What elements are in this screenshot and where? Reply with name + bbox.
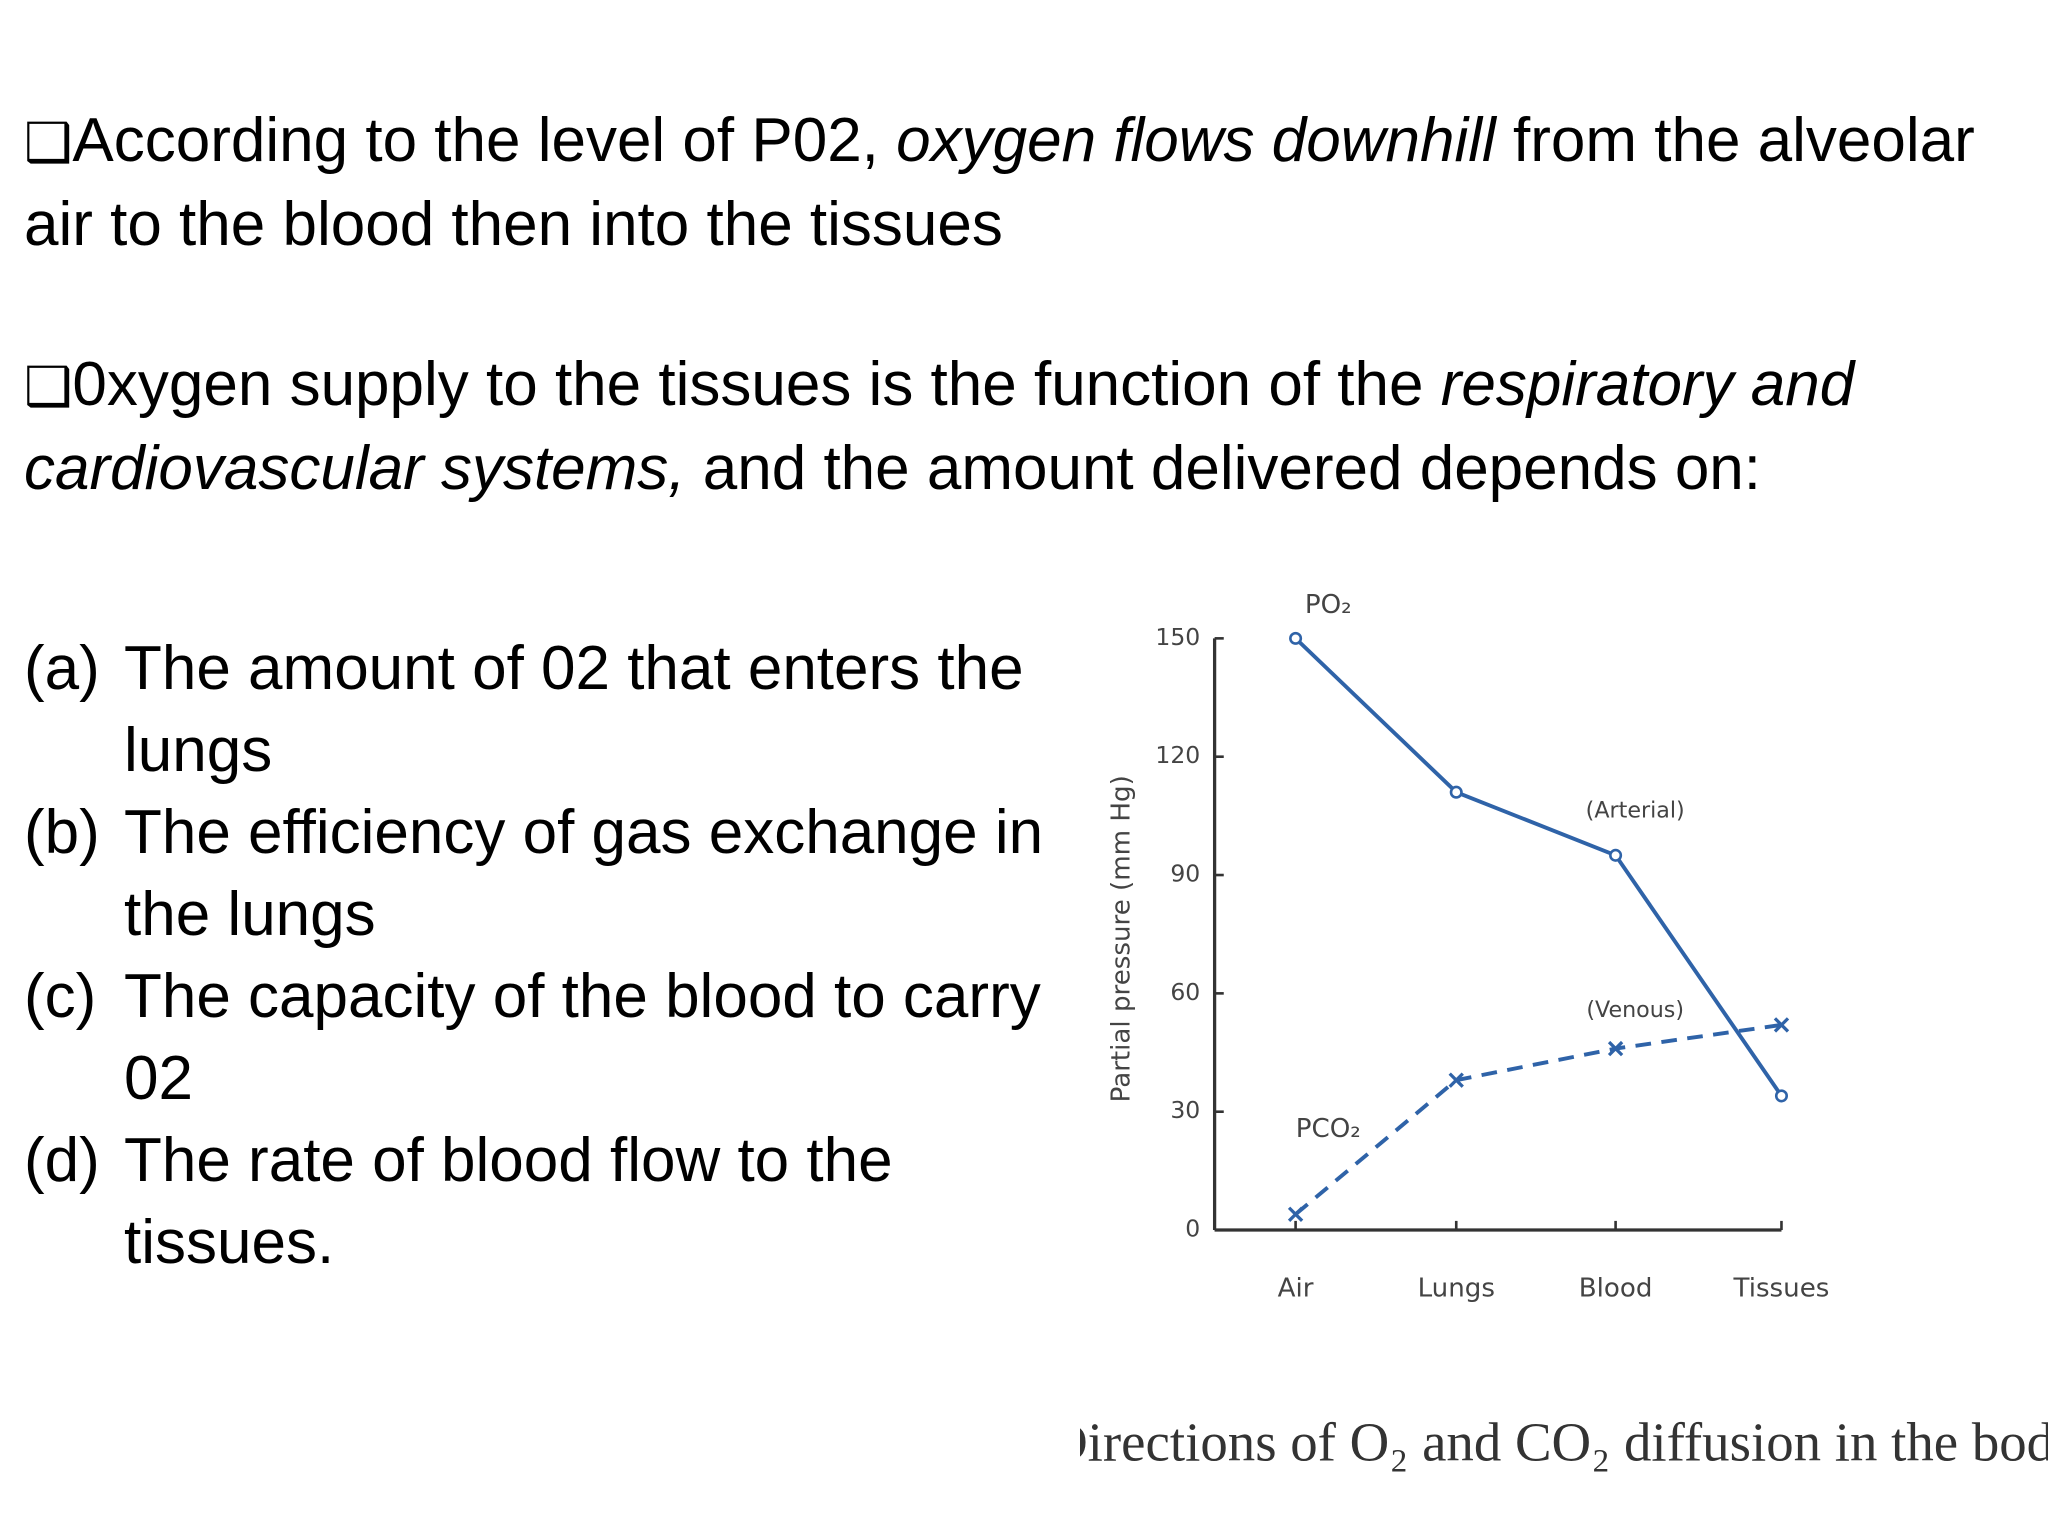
chart: Partial pressure (mm Hg) Directions of O… [1080, 590, 2048, 1473]
point [1289, 631, 1303, 645]
item-text: The rate of blood flow to the tissues. [124, 1126, 893, 1277]
y-tick-label: 0 [1185, 1215, 1200, 1243]
point [1449, 785, 1463, 799]
point [1607, 1040, 1624, 1057]
x-tick-label: Tissues [1733, 1273, 1830, 1303]
point [1609, 848, 1623, 862]
annotation: (Venous) [1586, 997, 1684, 1023]
item-label: (d) [24, 1126, 100, 1195]
item-text: The amount of 02 that enters the lungs [124, 634, 1024, 785]
list-item: (a) The amount of 02 that enters the lung… [24, 628, 1104, 792]
item-label: (a) [24, 634, 100, 703]
text-run: oxygen flows downhill [896, 106, 1496, 175]
text-run: from the alveolar air to the blood then … [24, 106, 1975, 259]
x-tick-label: Blood [1579, 1273, 1653, 1303]
point [1448, 1072, 1464, 1088]
point [1773, 1017, 1790, 1033]
point [1287, 1206, 1304, 1222]
caption: Directions of O₂ and CO₂ diffusion in th… [1080, 1412, 2048, 1473]
item-label: (c) [24, 962, 97, 1031]
item-text: The efficiency of gas exchange in the lu… [124, 798, 1044, 949]
list: (a) The amount of 02 that enters the lung… [24, 628, 1104, 1284]
text-run: According to the level of P02, [72, 106, 897, 175]
item-label: (b) [24, 798, 100, 867]
series-label: PCO₂ [1296, 1114, 1361, 1144]
series-line [1294, 1022, 1782, 1216]
bullet: 0xygen supply to the tissues is the func… [24, 344, 2014, 509]
y-tick-label: 60 [1170, 978, 1200, 1006]
item-text: The capacity of the blood to carry 02 [124, 962, 1041, 1113]
x-tick-label: Air [1278, 1273, 1314, 1303]
series-line [1294, 636, 1784, 1098]
x-tick-label: Lungs [1418, 1273, 1495, 1303]
annotation: (Arterial) [1586, 797, 1685, 823]
bullet: According to the level of P02, oxygen fl… [24, 100, 2014, 265]
y-tick-label: 120 [1155, 741, 1200, 769]
text-run: respiratory and cardiovascular systems, [24, 350, 1855, 503]
text-run: and the amount delivered depends on: [685, 434, 1762, 503]
y-tick-label: 90 [1170, 860, 1200, 888]
series-label: PO₂ [1305, 590, 1352, 620]
y-tick-label: 150 [1155, 623, 1200, 651]
point [1774, 1089, 1788, 1103]
y-axis-label: Partial pressure (mm Hg) [1106, 775, 1136, 1102]
y-tick-label: 30 [1170, 1096, 1200, 1124]
list-item: (d) The rate of blood flow to the tissues… [24, 1120, 1104, 1284]
list-item: (b) The efficiency of gas exchange in the… [24, 792, 1104, 956]
list-item: (c) The capacity of the blood to carry 02 [24, 956, 1104, 1120]
text-run: 0xygen supply to the tissues is the func… [72, 350, 1441, 419]
